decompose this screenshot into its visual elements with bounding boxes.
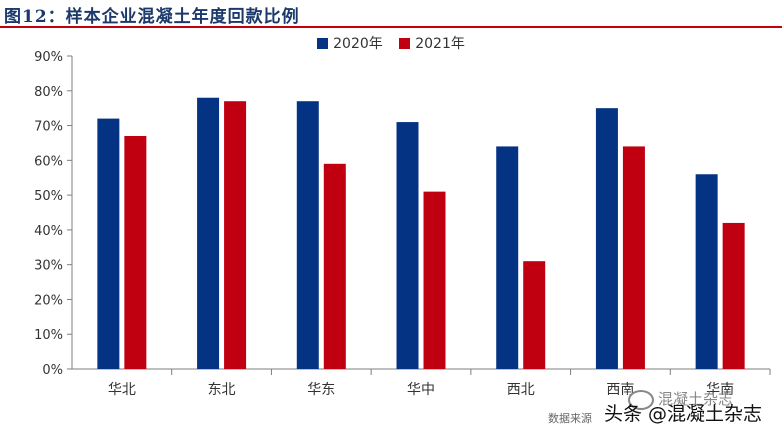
bar-2020: [396, 122, 419, 369]
title-bar: 图12：样本企业混凝土年度回款比例: [0, 0, 782, 27]
x-category-label: 华南: [706, 382, 734, 398]
bar-2020: [595, 108, 618, 370]
x-category-label: 华东: [307, 382, 335, 398]
bar-2020: [695, 174, 718, 369]
legend-swatch-2021: [399, 37, 411, 49]
y-tick-label: 40%: [34, 224, 63, 239]
y-tick-label: 0%: [42, 363, 63, 378]
bar-2020: [97, 118, 120, 369]
y-tick-label: 90%: [34, 50, 63, 65]
bar-2020: [496, 146, 519, 369]
y-tick-label: 10%: [34, 328, 63, 343]
bar-2021: [523, 261, 546, 369]
bar-2021: [722, 222, 745, 369]
legend-item-2021: 2021年: [399, 33, 465, 53]
chart-title: 图12：样本企业混凝土年度回款比例: [4, 7, 300, 27]
y-tick-label: 50%: [34, 189, 63, 204]
x-category-label: 华中: [407, 382, 435, 398]
chart-legend: 2020年 2021年: [0, 33, 782, 53]
legend-label-2020: 2020年: [333, 36, 383, 52]
bar-2020: [197, 97, 220, 369]
y-tick-label: 30%: [34, 259, 63, 274]
legend-label-2021: 2021年: [415, 36, 465, 52]
bar-2021: [124, 135, 147, 369]
y-tick-label: 80%: [34, 85, 63, 100]
bar-2021: [224, 101, 247, 369]
x-category-label: 西北: [507, 382, 535, 398]
watermark-logo-icon: [628, 390, 654, 410]
bar-2021: [423, 191, 446, 369]
watermark-text: 头条 @混凝土杂志: [604, 403, 763, 425]
x-category-label: 华北: [108, 382, 136, 398]
bar-2021: [323, 163, 346, 369]
bar-2021: [622, 146, 645, 369]
bar-2020: [296, 101, 319, 369]
x-category-label: 西南: [606, 382, 634, 398]
legend-item-2020: 2020年: [317, 33, 383, 53]
y-tick-label: 20%: [34, 293, 63, 308]
watermark-top-text: 混凝土杂志: [658, 390, 734, 408]
source-note: 数据来源: [548, 412, 592, 425]
y-tick-label: 60%: [34, 154, 63, 169]
x-category-label: 东北: [208, 382, 236, 398]
y-tick-label: 70%: [34, 120, 63, 135]
title-divider: [0, 26, 782, 28]
legend-swatch-2020: [317, 37, 329, 49]
